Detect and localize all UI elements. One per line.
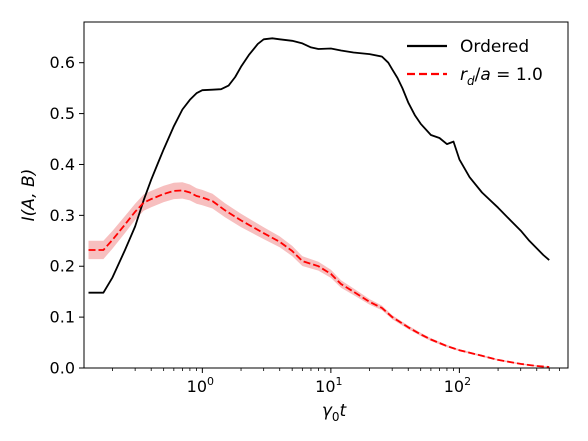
x-tick-label: 100 bbox=[187, 375, 214, 396]
series-layer bbox=[88, 37, 550, 368]
y-tick-label: 0.1 bbox=[50, 308, 75, 327]
y-tick-label: 0.5 bbox=[50, 104, 75, 123]
legend-label-rd-a: a bbox=[480, 65, 490, 85]
legend-label-rd-rest-a: / bbox=[475, 65, 481, 85]
y-tick-label: 0.6 bbox=[50, 53, 75, 72]
legend-label-ordered: Ordered bbox=[460, 37, 529, 57]
legend: Ordered rd/a = 1.0 bbox=[407, 37, 543, 88]
legend-label-rd: rd/a = 1.0 bbox=[460, 65, 543, 88]
y-tick-label: 0.3 bbox=[50, 206, 75, 225]
plot-frame bbox=[83, 21, 569, 369]
y-tick-label: 0.0 bbox=[50, 359, 75, 378]
legend-label-rd-r: r bbox=[460, 65, 468, 85]
series-line-ordered bbox=[88, 37, 550, 294]
x-tick-label: 101 bbox=[315, 375, 342, 396]
axes-layer: 0.0 0.1 0.2 0.3 0.4 0.5 0.6 100 101 102 γ0t I(A, B) bbox=[19, 21, 569, 424]
y-tick-label: 0.2 bbox=[50, 257, 75, 276]
x-axis-label: γ0t bbox=[322, 401, 348, 424]
y-tick-label: 0.4 bbox=[50, 155, 75, 174]
x-tick-label: 102 bbox=[444, 375, 471, 396]
series-line-rd bbox=[88, 189, 550, 368]
legend-label-rd-value: = 1.0 bbox=[491, 65, 543, 85]
legend-label-rd-sub: d bbox=[467, 74, 475, 88]
y-axis-label: I(A, B) bbox=[19, 169, 39, 222]
